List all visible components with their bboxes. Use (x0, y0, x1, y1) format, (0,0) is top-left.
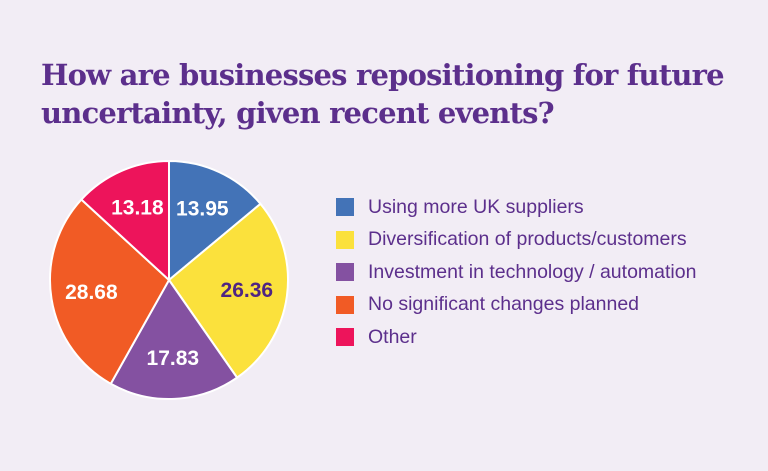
legend-label: Other (368, 325, 417, 348)
pie-slice-value-label: 13.18 (111, 197, 164, 220)
legend-item: Investment in technology / automation (336, 260, 697, 283)
legend-swatch-icon (336, 263, 354, 281)
chart-title: How are businesses repositioning for fut… (41, 56, 751, 132)
pie-slice-value-label: 28.68 (65, 281, 118, 304)
legend-item: Other (336, 325, 696, 348)
pie-slice-value-label: 13.95 (176, 197, 229, 220)
pie-slice-1 (168, 160, 262, 281)
legend-label: Using more UK suppliers (368, 195, 584, 218)
legend-swatch-icon (336, 295, 354, 314)
legend-item: Using more UK suppliers (336, 195, 696, 218)
legend-label: Investment in technology / automation (368, 260, 697, 283)
pie-slice-5 (80, 160, 170, 281)
pie-slice-value-label: 17.83 (147, 347, 200, 370)
pie-slice-value-label: 26.36 (221, 279, 274, 302)
legend-swatch-icon (336, 328, 354, 346)
legend-item: Diversification of products/customers (336, 228, 696, 250)
chart-legend: Using more UK suppliers Diversification o… (336, 195, 697, 361)
pie-slice-4 (49, 198, 170, 385)
chart-title-line-2: uncertainty, given recent events? (41, 96, 555, 130)
pie-slice-3 (109, 279, 239, 400)
legend-swatch-icon (336, 198, 354, 216)
legend-swatch-icon (336, 230, 354, 249)
chart-title-line-1: How are businesses repositioning for fut… (41, 58, 725, 92)
legend-label: No significant changes planned (368, 293, 640, 315)
pie-chart: 13.95 26.36 17.83 28.68 13.18 (49, 160, 289, 400)
legend-item: No significant changes planned (336, 293, 696, 315)
pie-slice-2 (168, 202, 289, 379)
legend-label: Diversification of products/customers (368, 228, 687, 250)
